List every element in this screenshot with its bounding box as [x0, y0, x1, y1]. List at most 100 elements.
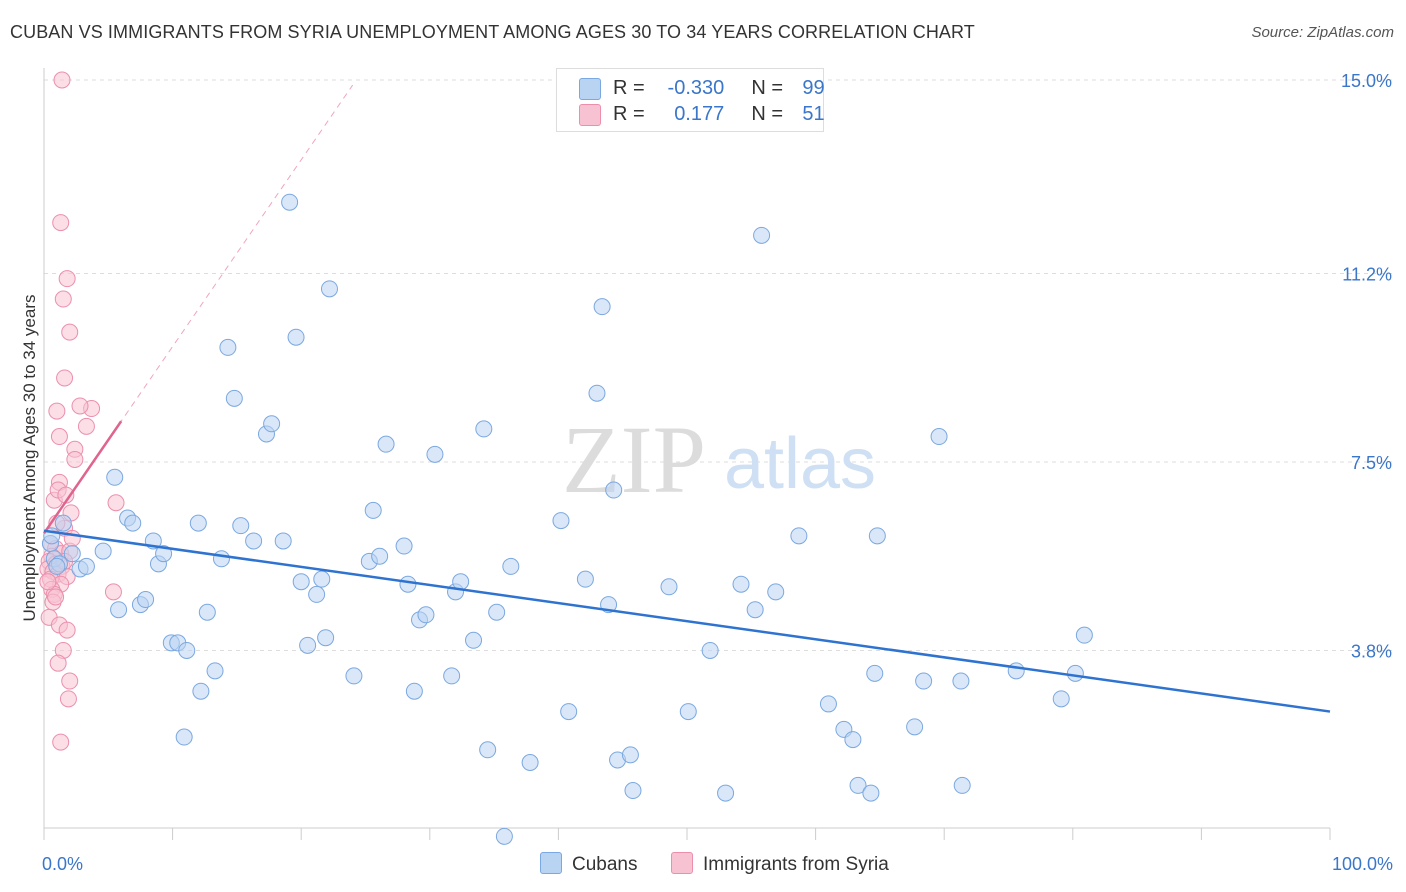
- data-point-cubans: [405, 682, 423, 700]
- data-point-cubans: [364, 501, 382, 519]
- legend-swatch-syria: [579, 104, 601, 126]
- data-point-cubans: [576, 570, 594, 588]
- data-point-cubans: [930, 428, 948, 446]
- data-point-syria: [52, 214, 70, 232]
- data-point-cubans: [605, 481, 623, 499]
- data-point-cubans: [701, 641, 719, 659]
- legend-item-syria[interactable]: Immigrants from Syria: [671, 852, 889, 876]
- data-point-syria: [77, 417, 95, 435]
- data-point-cubans: [94, 542, 112, 560]
- data-point-syria: [52, 733, 70, 751]
- gridlines: [44, 79, 1392, 651]
- data-point-cubans: [915, 672, 933, 690]
- data-point-cubans: [110, 601, 128, 619]
- data-point-cubans: [308, 585, 326, 603]
- legend-n-value: 51: [802, 103, 825, 125]
- data-point-cubans: [426, 445, 444, 463]
- trend-lines: [42, 84, 1331, 713]
- data-point-cubans: [137, 591, 155, 609]
- data-point-cubans: [175, 728, 193, 746]
- y-tick-label: 7.5%: [1351, 453, 1392, 473]
- legend-label-syria: Immigrants from Syria: [703, 854, 889, 875]
- legend-r-label: R =: [613, 103, 645, 125]
- data-point-cubans: [560, 703, 578, 721]
- data-point-cubans: [1066, 664, 1084, 682]
- data-point-cubans: [317, 629, 335, 647]
- data-point-cubans: [452, 573, 470, 591]
- data-point-cubans: [178, 641, 196, 659]
- data-point-cubans: [292, 573, 310, 591]
- legend-n-value: 99: [802, 77, 825, 99]
- data-point-cubans: [844, 731, 862, 749]
- series-syria-points: [39, 71, 125, 751]
- data-point-cubans: [225, 389, 243, 407]
- data-point-cubans: [206, 662, 224, 680]
- tick-labels: 3.8% 7.5% 11.2% 15.0% 0.0% 100.0%: [42, 71, 1393, 874]
- series-cubans-points: [41, 193, 1093, 845]
- data-point-syria: [58, 270, 76, 288]
- correlation-legend: R = -0.330 N = 99 R = 0.177 N = 51: [556, 68, 825, 132]
- watermark-atlas: atlas: [724, 424, 876, 504]
- trend-line-cubans: [43, 529, 1331, 713]
- data-point-cubans: [790, 527, 808, 545]
- data-point-cubans: [395, 537, 413, 555]
- data-point-cubans: [299, 636, 317, 654]
- data-point-cubans: [377, 435, 395, 453]
- data-point-cubans: [952, 672, 970, 690]
- data-point-cubans: [866, 664, 884, 682]
- x-tick-label: 0.0%: [42, 854, 83, 874]
- watermark-zip: ZIP: [562, 406, 706, 513]
- legend-r-value: -0.330: [667, 77, 725, 99]
- y-tick-label: 15.0%: [1341, 71, 1392, 91]
- legend-r-value: 0.177: [674, 103, 725, 125]
- data-point-cubans: [495, 827, 513, 845]
- data-point-cubans: [906, 718, 924, 736]
- data-point-cubans: [475, 420, 493, 438]
- legend-swatch-cubans: [579, 78, 601, 100]
- data-point-syria: [39, 573, 57, 591]
- watermark: ZIP atlas: [562, 406, 876, 513]
- data-point-cubans: [717, 784, 735, 802]
- data-point-cubans: [819, 695, 837, 713]
- data-point-cubans: [77, 557, 95, 575]
- data-point-syria: [71, 397, 89, 415]
- data-point-cubans: [588, 384, 606, 402]
- data-point-cubans: [219, 338, 237, 356]
- data-point-syria: [48, 402, 66, 420]
- data-point-cubans: [198, 603, 216, 621]
- x-tick-label: 100.0%: [1332, 854, 1393, 874]
- data-point-cubans: [1052, 690, 1070, 708]
- data-point-cubans: [443, 667, 461, 685]
- data-point-syria: [53, 71, 71, 89]
- data-point-cubans: [552, 512, 570, 530]
- trend-line-syria: [42, 420, 123, 535]
- legend-swatch-cubans: [540, 852, 562, 874]
- data-point-syria: [61, 672, 79, 690]
- data-point-cubans: [1007, 662, 1025, 680]
- data-point-cubans: [345, 667, 363, 685]
- data-point-syria: [107, 494, 125, 512]
- data-point-cubans: [746, 601, 764, 619]
- data-point-cubans: [502, 557, 520, 575]
- data-point-cubans: [521, 754, 539, 772]
- data-point-cubans: [399, 575, 417, 593]
- data-point-cubans: [479, 741, 497, 759]
- data-point-cubans: [189, 514, 207, 532]
- data-point-cubans: [274, 532, 292, 550]
- data-point-cubans: [320, 280, 338, 298]
- source-label: Source: ZipAtlas.com: [1251, 24, 1394, 41]
- data-point-cubans: [1075, 626, 1093, 644]
- data-point-cubans: [245, 532, 263, 550]
- data-point-syria: [47, 588, 65, 606]
- data-point-cubans: [868, 527, 886, 545]
- data-point-syria: [61, 323, 79, 341]
- data-point-cubans: [862, 784, 880, 802]
- data-point-cubans: [263, 415, 281, 433]
- data-point-cubans: [488, 603, 506, 621]
- data-point-cubans: [63, 545, 81, 563]
- legend-item-cubans[interactable]: Cubans: [540, 852, 638, 876]
- data-point-cubans: [54, 514, 72, 532]
- data-point-cubans: [593, 298, 611, 316]
- legend-n-label: N =: [751, 77, 784, 99]
